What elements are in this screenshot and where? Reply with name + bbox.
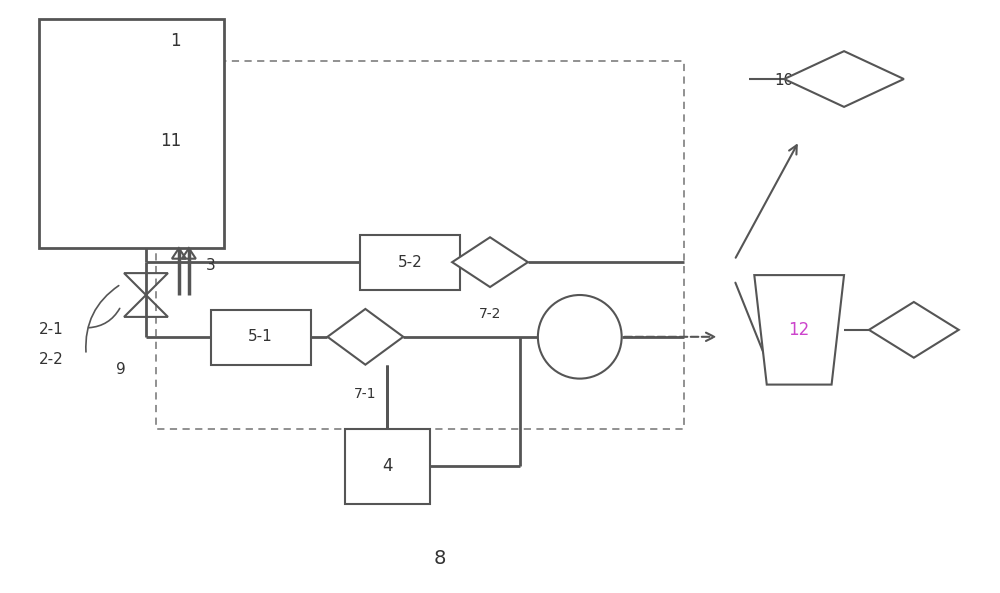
Text: 5-2: 5-2 xyxy=(398,254,423,270)
Circle shape xyxy=(538,295,622,378)
Bar xyxy=(39,20,224,248)
Text: 11: 11 xyxy=(160,132,182,150)
Bar xyxy=(360,235,460,290)
Polygon shape xyxy=(869,302,959,358)
Polygon shape xyxy=(452,237,528,287)
Text: 6: 6 xyxy=(575,328,585,346)
Text: 8: 8 xyxy=(434,549,446,568)
Text: 7-1: 7-1 xyxy=(354,387,377,401)
Text: 7-2: 7-2 xyxy=(479,307,501,321)
Text: 12: 12 xyxy=(789,321,810,339)
Text: 2-1: 2-1 xyxy=(39,323,64,337)
Text: 10: 10 xyxy=(775,73,794,88)
Polygon shape xyxy=(784,51,904,107)
Text: 2-2: 2-2 xyxy=(39,352,64,367)
Text: 1: 1 xyxy=(171,32,181,50)
Text: 4: 4 xyxy=(382,457,393,475)
Polygon shape xyxy=(327,309,403,365)
Text: 9: 9 xyxy=(116,362,126,377)
Bar xyxy=(156,61,684,429)
Text: 3: 3 xyxy=(206,257,216,273)
Bar xyxy=(211,310,311,365)
Bar xyxy=(345,429,430,504)
Text: 5-1: 5-1 xyxy=(248,329,273,345)
Polygon shape xyxy=(754,275,844,385)
